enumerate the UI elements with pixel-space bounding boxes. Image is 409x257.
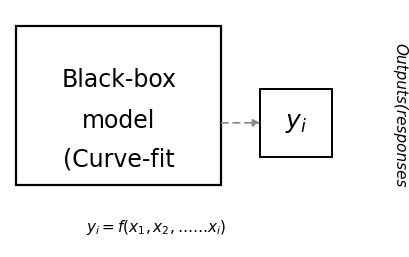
Text: Outputs(responses: Outputs(responses bbox=[391, 43, 406, 188]
Text: (Curve-fit: (Curve-fit bbox=[63, 147, 174, 171]
Bar bbox=[16, 26, 221, 185]
Text: $y_i$: $y_i$ bbox=[284, 111, 307, 135]
Bar bbox=[260, 89, 331, 157]
Text: model: model bbox=[82, 109, 155, 133]
Text: $y_i=f(x_1,x_2,\ldots\ldots x_i)$: $y_i=f(x_1,x_2,\ldots\ldots x_i)$ bbox=[85, 218, 225, 237]
Text: Black-box: Black-box bbox=[61, 68, 176, 92]
